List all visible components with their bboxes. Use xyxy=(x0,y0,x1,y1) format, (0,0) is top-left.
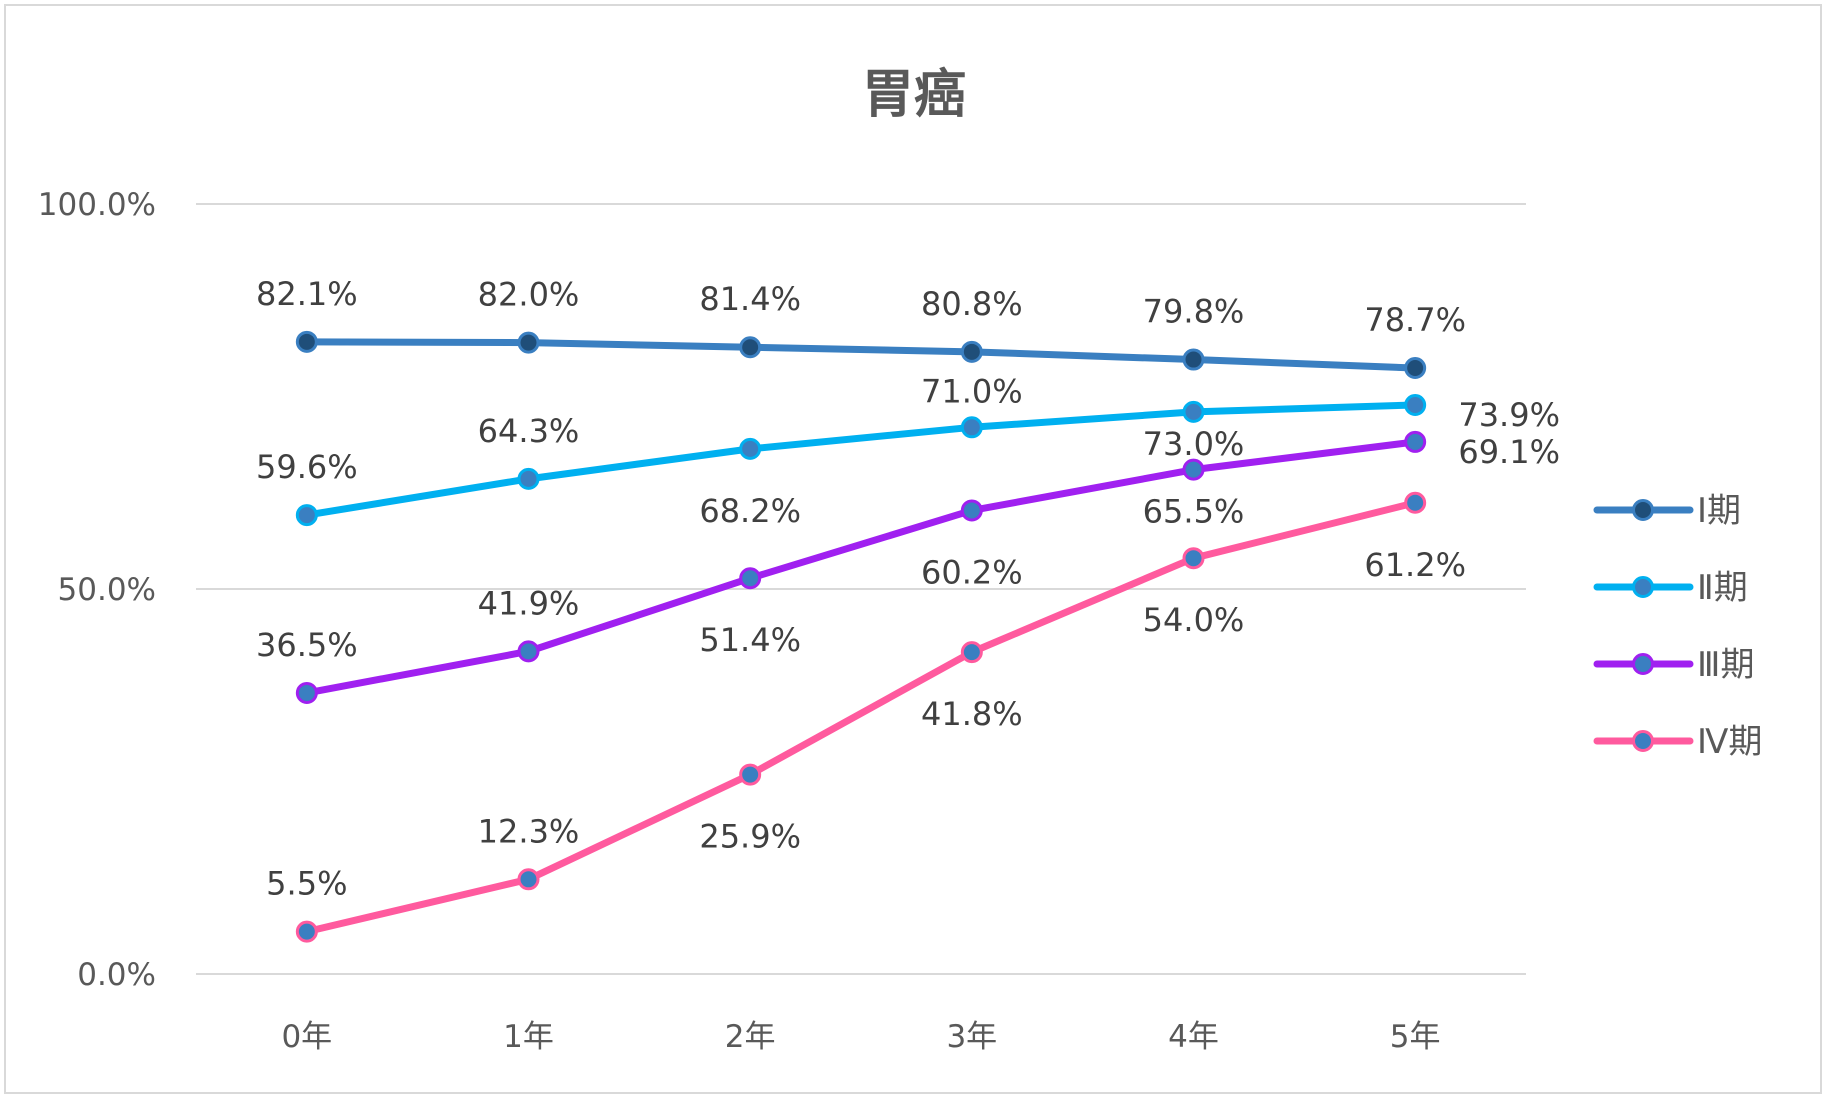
data-point xyxy=(295,681,318,704)
data-point xyxy=(295,504,318,527)
series-line xyxy=(303,338,1419,372)
data-label: 12.3% xyxy=(478,812,580,850)
data-label: 71.0% xyxy=(921,372,1023,410)
data-point xyxy=(517,868,540,891)
data-label: 60.2% xyxy=(921,553,1023,591)
data-point xyxy=(739,763,762,786)
data-point xyxy=(1404,430,1427,453)
data-point xyxy=(1182,458,1205,481)
y-tick-label: 100.0% xyxy=(38,187,156,223)
data-label: 25.9% xyxy=(699,818,801,856)
legend-item[interactable]: Ⅰ期 xyxy=(1593,491,1741,531)
legend-item[interactable]: Ⅱ期 xyxy=(1593,568,1748,608)
y-tick-label: 0.0% xyxy=(77,957,156,993)
data-label: 73.0% xyxy=(1143,425,1245,463)
series-1 xyxy=(295,330,1427,380)
data-label: 59.6% xyxy=(256,448,358,486)
data-label: 82.0% xyxy=(478,276,580,314)
data-point xyxy=(1182,348,1205,371)
data-point xyxy=(960,499,983,522)
data-label: 68.2% xyxy=(699,492,801,530)
data-label: 81.4% xyxy=(699,280,801,318)
y-axis: 0.0% 50.0% 100.0% xyxy=(38,187,156,993)
data-point xyxy=(960,641,983,664)
data-point xyxy=(960,416,983,439)
chart-frame xyxy=(4,4,1822,1094)
data-point xyxy=(517,331,540,354)
data-point xyxy=(295,330,318,353)
data-point xyxy=(1182,547,1205,570)
data-label: 82.1% xyxy=(256,275,358,313)
chart-title: 胃癌 xyxy=(862,65,966,125)
x-tick-label: 4年 xyxy=(1168,1019,1219,1055)
data-label: 73.9% xyxy=(1458,396,1560,434)
data-point xyxy=(739,336,762,359)
data-label: 64.3% xyxy=(478,412,580,450)
series-3 xyxy=(295,430,1427,704)
legend-label: Ⅰ期 xyxy=(1697,491,1741,531)
legend-marker xyxy=(1632,576,1654,598)
legend-label: Ⅲ期 xyxy=(1697,645,1754,685)
legend-item[interactable]: Ⅲ期 xyxy=(1593,645,1754,685)
data-point xyxy=(1404,491,1427,514)
series-4 xyxy=(295,491,1427,943)
data-point xyxy=(1404,357,1427,380)
series-lines xyxy=(295,330,1427,943)
data-labels: 82.1% 82.0% 81.4% 80.8% 79.8% 78.7% 59.6% 64.3%… xyxy=(256,275,1560,903)
y-tick-label: 50.0% xyxy=(58,572,156,608)
series-line xyxy=(303,438,1419,697)
series-line xyxy=(303,499,1419,936)
data-point xyxy=(517,640,540,663)
series-line xyxy=(303,401,1419,519)
data-point xyxy=(1404,393,1427,416)
data-label: 36.5% xyxy=(256,626,358,664)
data-label: 79.8% xyxy=(1143,293,1245,331)
data-label: 69.1% xyxy=(1458,433,1560,471)
data-point xyxy=(739,567,762,590)
data-label: 54.0% xyxy=(1143,601,1245,639)
series-2 xyxy=(295,393,1427,527)
data-label: 5.5% xyxy=(266,865,347,903)
gridlines xyxy=(196,203,1526,975)
legend[interactable]: Ⅰ期 Ⅱ期 Ⅲ期 Ⅳ期 xyxy=(1593,491,1762,762)
data-point xyxy=(739,437,762,460)
data-label: 80.8% xyxy=(921,285,1023,323)
data-label: 65.5% xyxy=(1143,493,1245,531)
legend-label: Ⅱ期 xyxy=(1697,568,1748,608)
data-label: 41.8% xyxy=(921,695,1023,733)
x-tick-label: 5年 xyxy=(1390,1019,1441,1055)
legend-marker xyxy=(1632,730,1654,752)
data-point xyxy=(1182,400,1205,423)
x-tick-label: 1年 xyxy=(503,1019,554,1055)
data-point xyxy=(295,920,318,943)
x-tick-label: 0年 xyxy=(281,1019,332,1055)
x-axis: 0年 1年 2年 3年 4年 5年 xyxy=(281,1019,1440,1055)
data-label: 51.4% xyxy=(699,621,801,659)
data-point xyxy=(960,340,983,363)
legend-label: Ⅳ期 xyxy=(1697,722,1762,762)
legend-item[interactable]: Ⅳ期 xyxy=(1593,722,1762,762)
data-label: 78.7% xyxy=(1364,301,1466,339)
data-label: 61.2% xyxy=(1364,546,1466,584)
data-label: 41.9% xyxy=(478,584,580,622)
x-tick-label: 2年 xyxy=(725,1019,776,1055)
data-point xyxy=(517,467,540,490)
x-tick-label: 3年 xyxy=(946,1019,997,1055)
legend-marker xyxy=(1632,653,1654,675)
legend-marker xyxy=(1632,499,1654,521)
